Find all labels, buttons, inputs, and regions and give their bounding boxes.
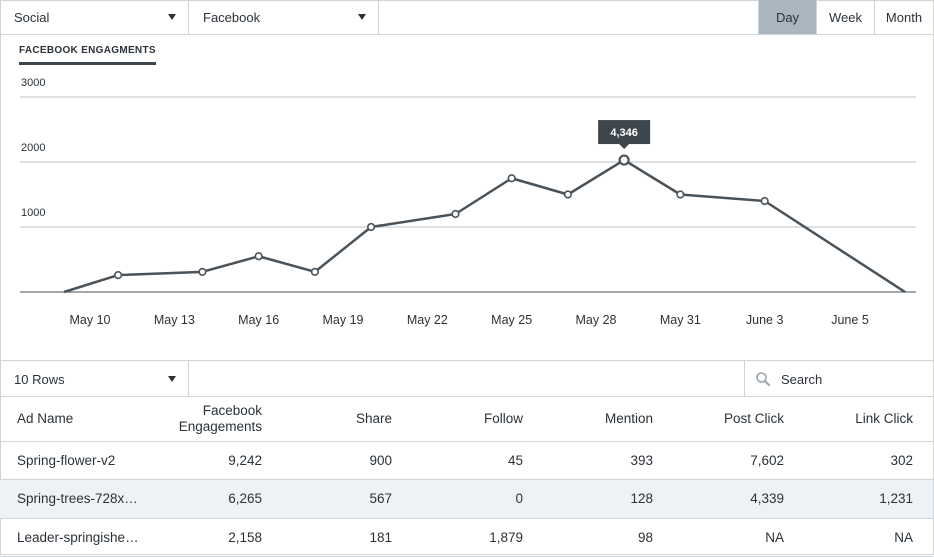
tooltip-label: 4,346 <box>610 127 638 139</box>
follow-cell: 0 <box>412 479 543 519</box>
data-point <box>198 267 207 276</box>
header-follow[interactable]: Follow <box>412 397 543 442</box>
chevron-down-icon <box>358 14 366 20</box>
x-tick-label: May 19 <box>323 313 364 327</box>
post-click-cell: 4,339 <box>673 479 804 519</box>
post-click-cell: 7,602 <box>673 441 804 480</box>
x-tick-label: June 3 <box>746 313 784 327</box>
engagements-line-chart: 1000 2000 3000 May 10 May 13 May 16 May 19 May … <box>20 77 916 327</box>
y-tick-label: 2000 <box>21 142 45 154</box>
chevron-down-icon <box>168 14 176 20</box>
tooltip-box <box>598 120 651 145</box>
post-click-cell: NA <box>673 518 804 557</box>
ad-name-cell: Leader-springishe… <box>0 518 150 557</box>
table-header-row: Ad Name Facebook Engagements Share Follow… <box>0 397 933 442</box>
mention-cell: 98 <box>543 518 673 557</box>
rows-per-page-label: 10 Rows <box>14 372 65 387</box>
tooltip-arrow <box>619 144 630 150</box>
ad-name-cell: Spring-flower-v2 <box>0 441 150 480</box>
header-ad-name[interactable]: Ad Name <box>0 397 150 442</box>
follow-cell: 45 <box>412 441 543 480</box>
x-tick-label: May 28 <box>576 313 617 327</box>
x-tick-label: May 13 <box>154 313 195 327</box>
follow-cell: 1,879 <box>412 518 543 557</box>
y-tick-label: 1000 <box>21 207 45 219</box>
chart-title: FACEBOOK ENGAGMENTS <box>19 45 156 65</box>
share-cell: 900 <box>282 441 412 480</box>
series-line <box>63 158 906 294</box>
network-dropdown-label: Facebook <box>203 10 261 25</box>
data-point <box>114 271 123 280</box>
data-point <box>451 209 460 219</box>
header-engagements-line-1: Facebook <box>202 402 262 418</box>
data-point <box>507 174 516 183</box>
x-tick-label: June 5 <box>831 313 869 327</box>
period-week-button[interactable]: Week <box>816 0 874 34</box>
link-click-cell: 302 <box>804 441 933 480</box>
x-tick-label: May 25 <box>491 313 532 327</box>
data-point <box>676 190 685 199</box>
engagements-cell: 2,158 <box>150 518 282 557</box>
share-cell: 567 <box>282 479 412 519</box>
mention-cell: 128 <box>543 479 673 519</box>
x-tick-label: May 10 <box>70 313 111 327</box>
category-dropdown[interactable]: Social <box>0 0 189 34</box>
header-mention[interactable]: Mention <box>543 397 673 442</box>
header-post-click[interactable]: Post Click <box>673 397 804 442</box>
toolbar: Social Facebook Day Week Month <box>0 0 934 35</box>
highlighted-point <box>618 154 630 166</box>
header-link-click[interactable]: Link Click <box>804 397 933 442</box>
category-dropdown-label: Social <box>14 10 50 25</box>
x-tick-label: May 16 <box>238 313 279 327</box>
ads-table: Ad Name Facebook Engagements Share Follow… <box>0 397 933 557</box>
period-month-button[interactable]: Month <box>874 0 933 34</box>
data-point <box>254 252 263 261</box>
data-point <box>367 222 376 232</box>
engagements-cell: 9,242 <box>150 441 282 480</box>
search-icon <box>756 372 770 386</box>
rows-per-page-dropdown[interactable]: 10 Rows <box>0 361 189 397</box>
search-input[interactable]: Search <box>744 361 934 397</box>
link-click-cell: 1,231 <box>804 479 933 519</box>
mention-cell: 393 <box>543 441 673 480</box>
ad-name-cell: Spring-trees-728x… <box>0 479 150 519</box>
data-point <box>310 267 319 276</box>
period-day-button[interactable]: Day <box>758 0 816 34</box>
data-point <box>760 196 769 206</box>
header-facebook-engagements[interactable]: Facebook Engagements <box>150 397 282 442</box>
data-point <box>563 190 572 199</box>
table-row[interactable]: Leader-springishe… 2,158 181 1,879 98 NA… <box>0 518 933 557</box>
network-dropdown[interactable]: Facebook <box>189 0 379 34</box>
header-share[interactable]: Share <box>282 397 412 442</box>
link-click-cell: NA <box>804 518 933 557</box>
x-tick-label: May 31 <box>660 313 701 327</box>
engagements-cell: 6,265 <box>150 479 282 519</box>
chevron-down-icon <box>168 376 176 382</box>
table-row[interactable]: Spring-flower-v2 9,242 900 45 393 7,602 … <box>0 441 933 480</box>
y-tick-label: 3000 <box>21 77 45 89</box>
search-placeholder: Search <box>781 372 823 387</box>
table-row[interactable]: Spring-trees-728x… 6,265 567 0 128 4,339… <box>0 479 933 519</box>
table-controls: 10 Rows Search <box>0 360 934 397</box>
header-engagements-line-2: Engagements <box>178 418 262 434</box>
share-cell: 181 <box>282 518 412 557</box>
x-tick-label: May 22 <box>407 313 448 327</box>
